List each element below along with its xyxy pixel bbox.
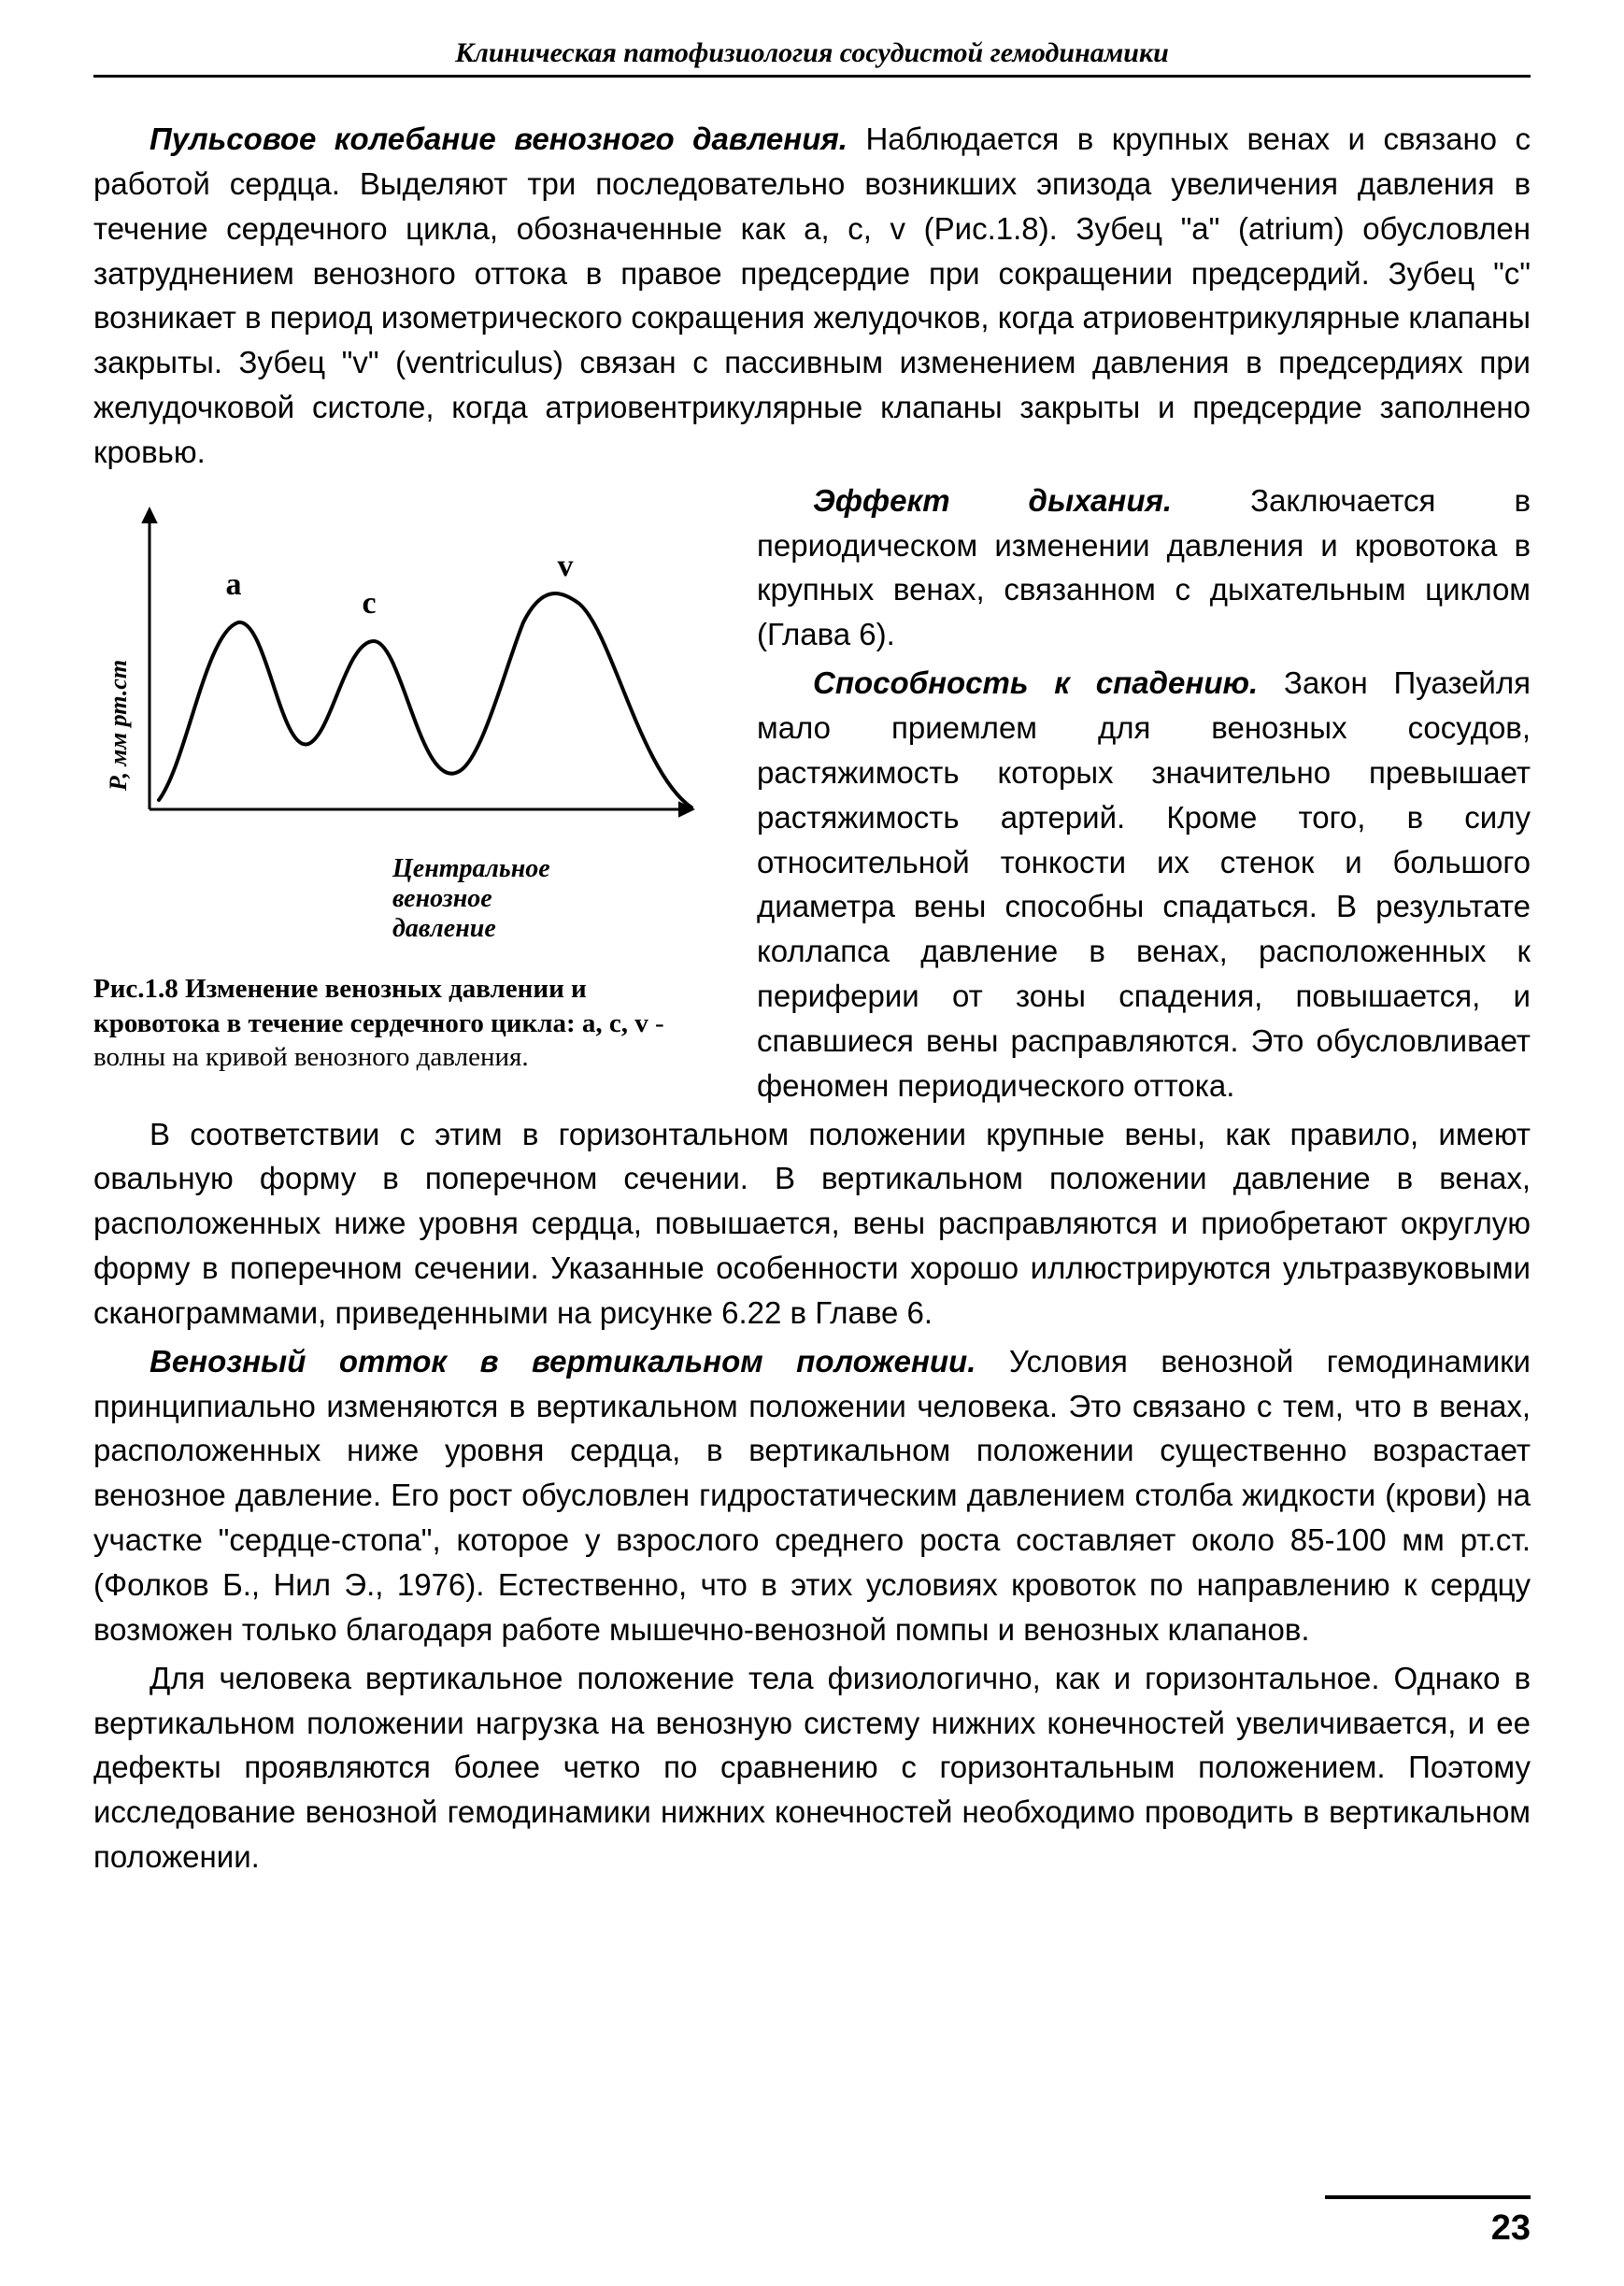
page-number: 23 [1325, 2208, 1531, 2249]
venous-pressure-curve-svg: Р, мм рт.ст a c v [93, 482, 710, 856]
p3-lead: Способность к спадению. [813, 665, 1258, 700]
figure-block: Р, мм рт.ст a c v Центральное венозное давл… [93, 482, 719, 1074]
p5-text: Условия венозной гемодинамики принципиал… [93, 1344, 1531, 1647]
page-number-block: 23 [1325, 2195, 1531, 2249]
p2-lead: Эффект дыхания. [813, 483, 1172, 518]
body-text: Пульсовое колебание венозного давления. … [93, 117, 1531, 1883]
figure-curve-label: Центральное венозное давление [93, 854, 719, 945]
svg-text:Р, мм рт.ст: Р, мм рт.ст [105, 660, 132, 792]
paragraph-6: Для человека вертикальное положение тела… [93, 1656, 1531, 1879]
p5-lead: Венозный отток в вертикальном положении. [150, 1344, 976, 1379]
curve-label-2: венозное [392, 884, 492, 913]
figure-caption: Рис.1.8 Изменение венозных давлении и кр… [93, 972, 719, 1074]
figure-caption-bold: Рис.1.8 Изменение венозных давлении и кр… [93, 974, 648, 1037]
page: Клиническая патофизиология сосудистой ге… [0, 0, 1624, 2286]
p1-lead: Пульсовое колебание венозного давления. [150, 121, 848, 156]
paragraph-1: Пульсовое колебание венозного давления. … [93, 117, 1531, 475]
curve-label-3: давление [392, 914, 496, 943]
running-head: Клиническая патофизиология сосудистой ге… [93, 37, 1531, 78]
p3-text: Закон Пуазейля мало приемлем для венозны… [757, 665, 1531, 1103]
svg-text:c: c [362, 586, 376, 621]
paragraph-4: В соответствии с этим в горизонтальном п… [93, 1112, 1531, 1336]
paragraph-5: Венозный отток в вертикальном положении.… [93, 1339, 1531, 1652]
svg-text:v: v [558, 549, 574, 583]
page-number-rule [1325, 2195, 1531, 2199]
curve-label-1: Центральное [392, 854, 550, 883]
svg-text:a: a [226, 567, 242, 602]
p1-text: Наблюдается в крупных венах и связано с … [93, 121, 1531, 469]
figure-1-8: Р, мм рт.ст a c v Центральное венозное давл… [93, 482, 719, 945]
